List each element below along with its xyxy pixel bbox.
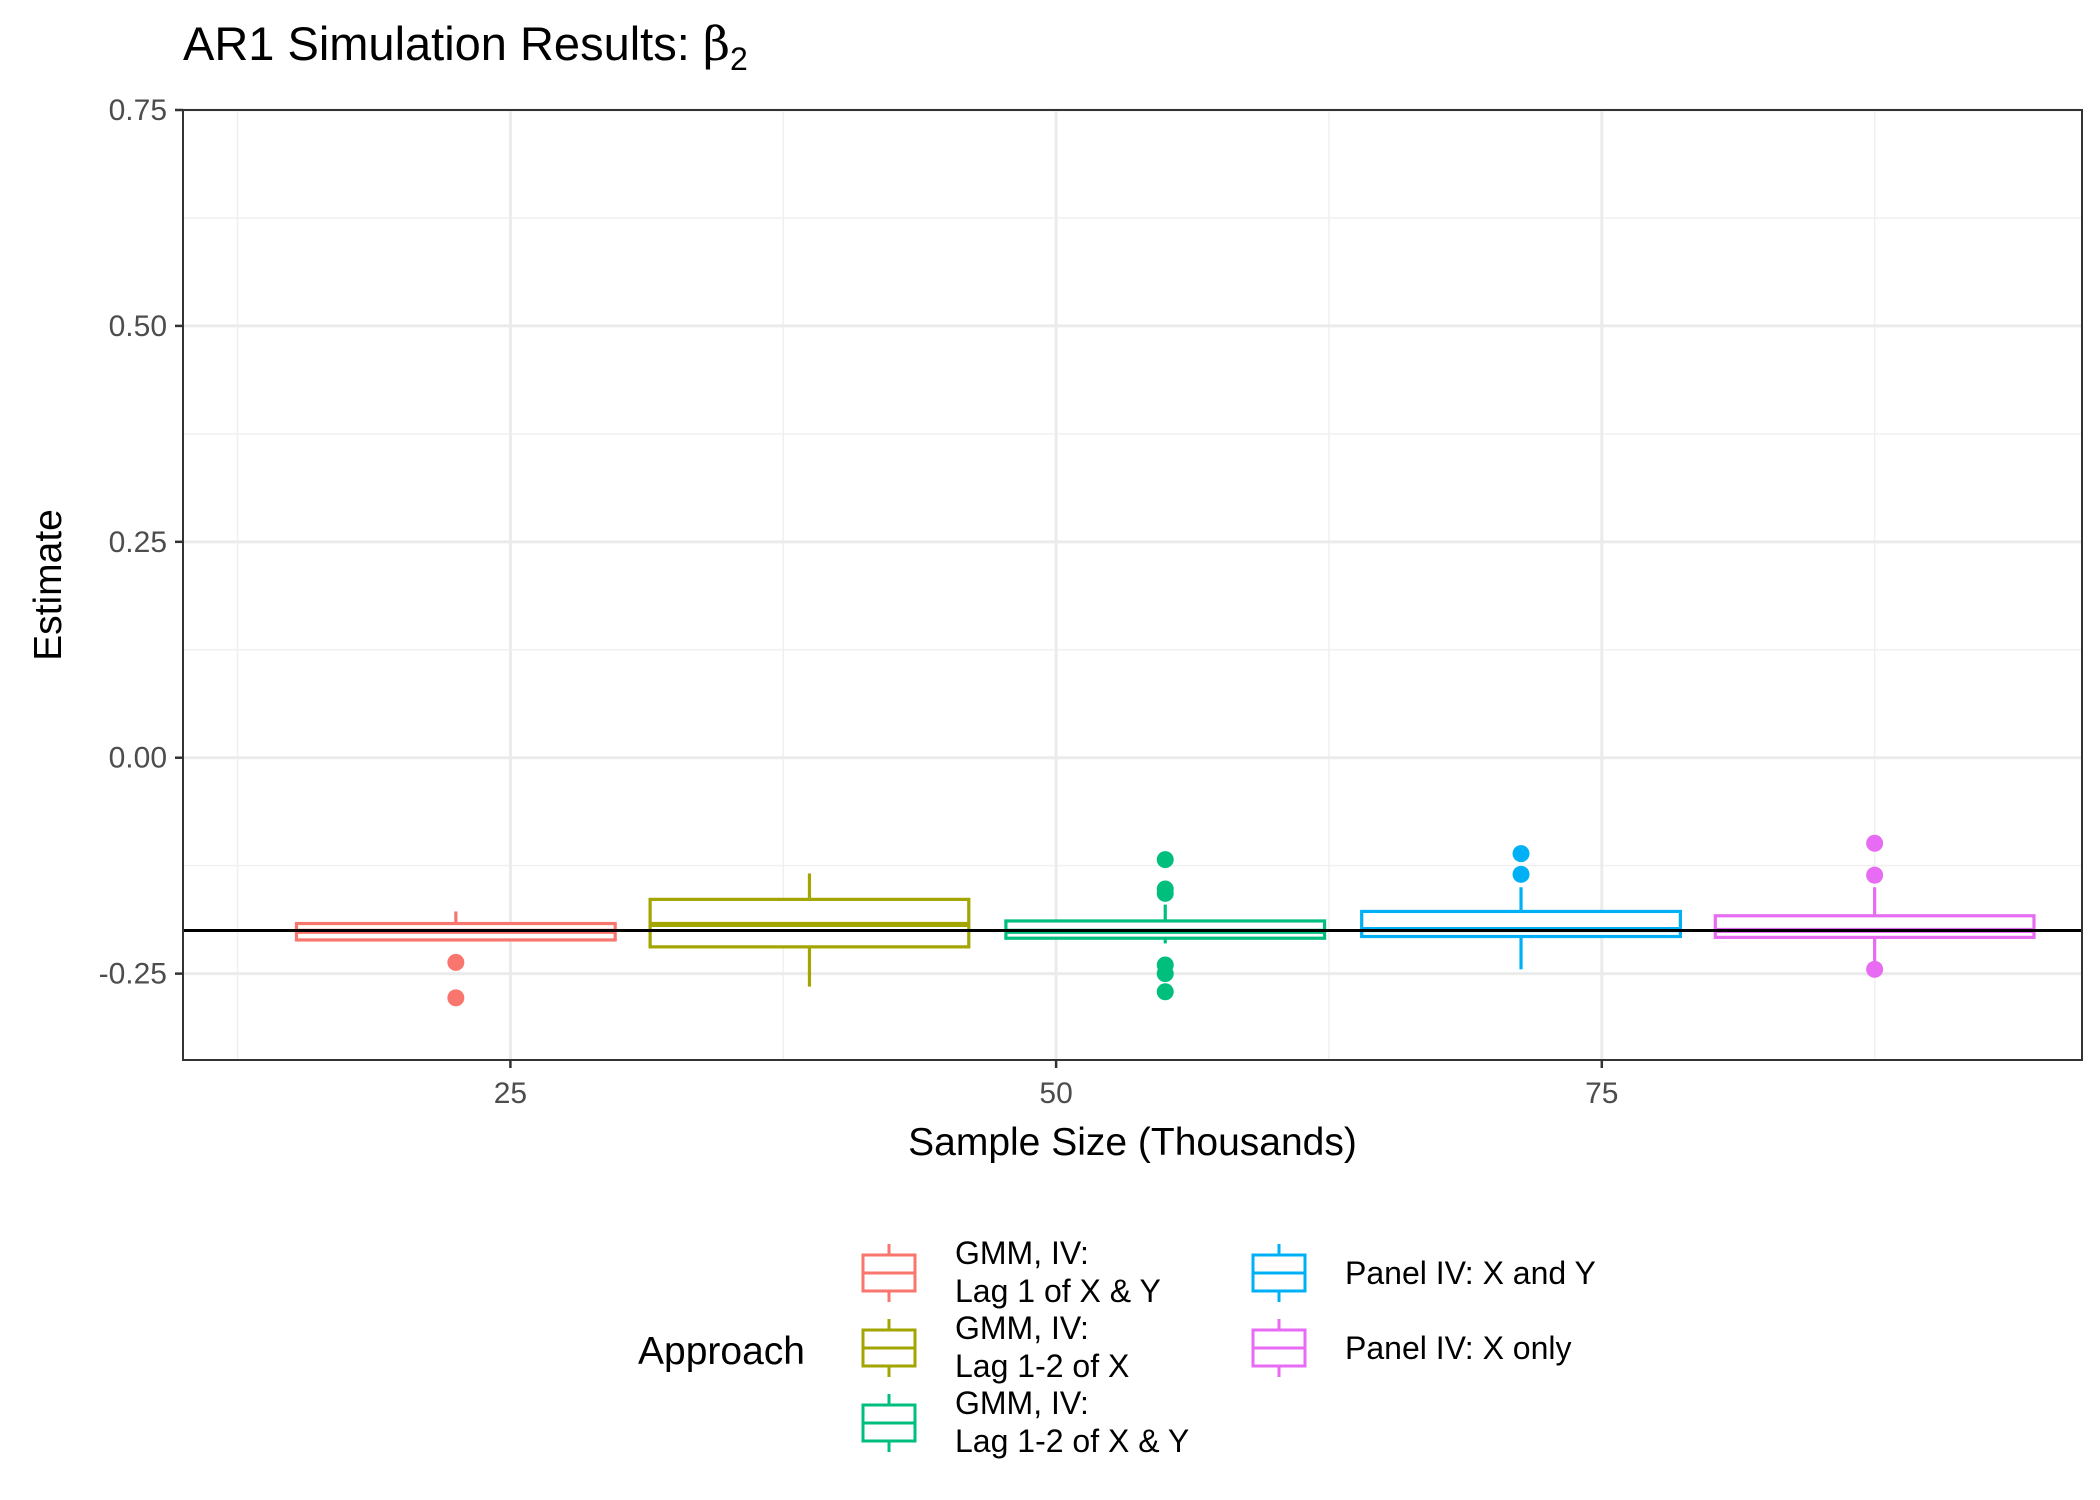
outlier-point	[447, 989, 465, 1007]
boxplot-2	[648, 873, 971, 987]
legend-item-1: GMM, IV: Lag 1 of X & Y	[861, 1235, 1161, 1309]
y-axis-title: Estimate	[27, 509, 70, 661]
legend-item-2: GMM, IV: Lag 1-2 of X	[861, 1310, 1129, 1384]
outlier-point	[1156, 965, 1174, 983]
legend-label: Panel IV: X and Y	[1345, 1255, 1596, 1291]
y-tick-label: 0.00	[109, 742, 167, 775]
outlier-point	[1156, 851, 1174, 869]
legend-title: Approach	[638, 1330, 805, 1373]
outlier-point	[1512, 845, 1530, 863]
panel-border	[182, 109, 2083, 1061]
outlier-point	[1866, 834, 1884, 852]
chart-title: AR1 Simulation Results: β2	[183, 17, 748, 77]
legend-item-5: Panel IV: X only	[1251, 1319, 1572, 1377]
x-axis-title: Sample Size (Thousands)	[908, 1121, 1357, 1164]
y-tick-label: 0.25	[109, 526, 167, 559]
legend-item-3: GMM, IV: Lag 1-2 of X & Y	[861, 1385, 1189, 1459]
box	[1713, 914, 2036, 939]
legend-label: GMM, IV: Lag 1 of X & Y	[955, 1235, 1161, 1309]
legend-label: GMM, IV: Lag 1-2 of X	[955, 1310, 1129, 1384]
y-tick-label: 0.75	[109, 94, 167, 127]
legend-label: GMM, IV: Lag 1-2 of X & Y	[955, 1385, 1189, 1459]
outlier-point	[1866, 960, 1884, 978]
outlier-point	[1512, 865, 1530, 883]
legend-item-4: Panel IV: X and Y	[1251, 1244, 1596, 1302]
x-tick-label: 25	[494, 1077, 527, 1110]
outlier-point	[447, 953, 465, 971]
plot-panel	[182, 108, 2083, 1061]
outlier-point	[1156, 884, 1174, 902]
y-tick-label: 0.50	[109, 310, 167, 343]
legend-label: Panel IV: X only	[1345, 1330, 1572, 1366]
outlier-point	[1866, 866, 1884, 884]
outlier-point	[1156, 983, 1174, 1001]
box	[1360, 909, 1682, 939]
axes: 25 50 75 -0.25 0.00 0.25 0.50 0.75	[99, 94, 1619, 1110]
y-tick-label: -0.25	[99, 958, 167, 991]
x-tick-label: 50	[1039, 1077, 1072, 1110]
x-tick-label: 75	[1585, 1077, 1618, 1110]
panel-background	[183, 110, 2082, 1060]
